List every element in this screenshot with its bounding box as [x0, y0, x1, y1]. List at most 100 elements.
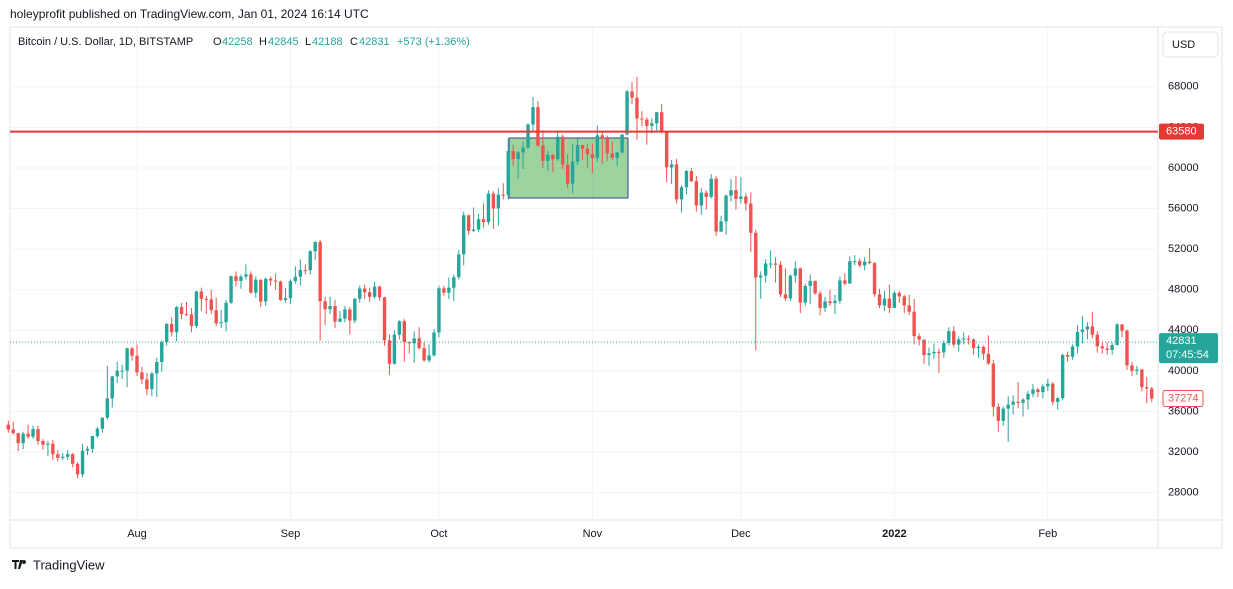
candle-body [763, 263, 768, 276]
candle-body [165, 323, 169, 343]
candle-body [90, 436, 95, 449]
candle-body [877, 294, 882, 306]
candle-body [150, 373, 154, 390]
candle-body [95, 428, 100, 437]
candle-body [655, 112, 659, 124]
candle-body [61, 456, 65, 458]
candle-body [308, 251, 312, 271]
candle-body [75, 463, 80, 475]
candle-body [1080, 329, 1085, 332]
candle-body [1150, 388, 1154, 399]
candle-body [917, 336, 921, 340]
candle-body [1085, 326, 1090, 330]
candle-body [125, 348, 129, 371]
high-letter: H [259, 36, 267, 48]
candle-body [174, 307, 179, 333]
candle-body [679, 187, 684, 200]
candle-body [516, 152, 520, 160]
close-letter: C [350, 36, 358, 48]
candle-body [872, 262, 877, 295]
candle-body [377, 286, 382, 298]
candle-body [1125, 330, 1129, 366]
candle-body [348, 309, 352, 321]
candle-body [135, 355, 139, 373]
candle-body [1115, 324, 1119, 346]
currency-button[interactable] [1162, 31, 1219, 58]
candle-body [709, 178, 713, 197]
candle-body [1056, 398, 1060, 402]
candle-body [803, 285, 807, 303]
candle-body [169, 323, 174, 333]
candle-body [1140, 369, 1144, 388]
candle-body [858, 261, 862, 266]
candle-body [382, 297, 387, 341]
candle-body [85, 448, 90, 451]
candle-body [536, 107, 540, 146]
candle-body [105, 398, 109, 418]
candle-body [199, 291, 204, 299]
candle-body [407, 342, 411, 344]
y-tick-label: 28000 [1168, 487, 1199, 499]
candle-body [249, 274, 253, 293]
candle-body [254, 279, 258, 293]
candle-body [565, 164, 570, 184]
candle-body [669, 164, 674, 168]
candle-body [1046, 383, 1050, 387]
candle-body [36, 429, 40, 441]
candle-body [991, 363, 996, 407]
candle-body [224, 302, 228, 323]
candle-body [353, 298, 357, 321]
candle-body [422, 348, 426, 361]
candle-body [1031, 389, 1035, 394]
candle-body [674, 164, 679, 200]
candle-body [570, 161, 575, 184]
x-tick-label: 2022 [882, 528, 906, 540]
candle-body [397, 321, 402, 335]
candle-body [239, 276, 243, 281]
candle-body [942, 343, 946, 353]
candle-body [486, 193, 491, 223]
candle-body [724, 195, 728, 222]
price-tag [1159, 123, 1204, 140]
candle-body [442, 288, 446, 293]
close-value: 42831 [359, 36, 390, 48]
candle-body [273, 280, 278, 282]
last-price-tag [1159, 333, 1218, 364]
candle-body [650, 123, 654, 126]
candles [6, 76, 1154, 479]
candle-body [793, 268, 798, 276]
candle-body [694, 181, 699, 206]
candle-body [714, 178, 718, 232]
candle-body [6, 424, 10, 430]
x-tick-label: Nov [583, 528, 603, 540]
candle-body [902, 296, 906, 306]
candle-body [466, 215, 471, 231]
candle-body [288, 281, 293, 299]
y-tick-label: 36000 [1168, 405, 1199, 417]
candle-body [615, 152, 619, 158]
candle-body [828, 301, 832, 304]
candle-body [971, 339, 976, 349]
x-tick-label: Sep [281, 528, 301, 540]
candle-body [778, 264, 783, 295]
candle-body [1120, 324, 1124, 331]
candle-body [130, 348, 134, 356]
candle-body [338, 318, 342, 322]
countdown-label: 07:45:54 [1166, 349, 1209, 361]
candle-body [372, 286, 377, 297]
candle-body [303, 270, 307, 272]
candle-body [823, 301, 827, 308]
candle-body [704, 192, 708, 197]
candle-body [699, 192, 703, 206]
candle-body [907, 305, 911, 312]
candle-body [773, 263, 778, 265]
candle-body [645, 119, 649, 126]
y-tick-label: 40000 [1168, 365, 1199, 377]
candle-body [21, 433, 25, 444]
candle-body [496, 194, 501, 209]
candle-body [110, 376, 114, 399]
candle-body [41, 440, 45, 445]
candle-body [392, 334, 397, 364]
candle-body [976, 346, 981, 349]
candle-body [318, 242, 322, 302]
